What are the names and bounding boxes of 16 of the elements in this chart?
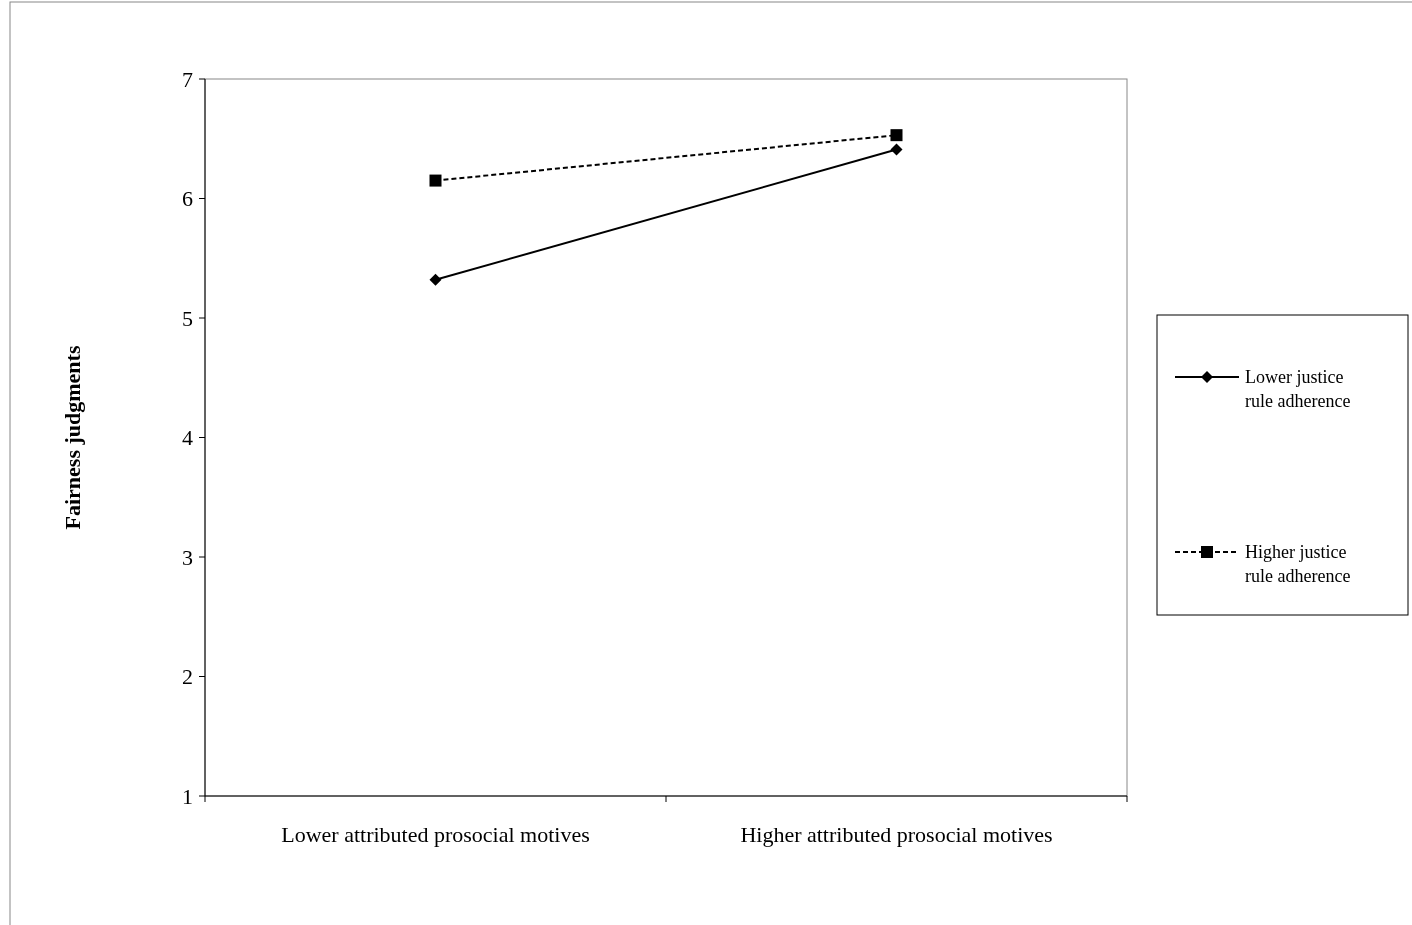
legend-label: Higher justice rule adherence <box>1245 542 1351 586</box>
y-tick-label: 4 <box>182 425 193 451</box>
point <box>890 143 903 156</box>
y-tick-label: 5 <box>182 305 193 331</box>
legend-label: Lower justice rule adherence <box>1245 367 1351 411</box>
y-tick-label: 7 <box>182 66 193 92</box>
y-tick-label: 1 <box>182 783 193 809</box>
point <box>429 174 442 187</box>
point <box>890 129 903 142</box>
x-tick-label: Higher attributed prosocial motives <box>740 822 1053 847</box>
y-tick-label: 6 <box>182 186 193 212</box>
point <box>429 273 442 286</box>
y-tick-label: 2 <box>182 664 193 690</box>
x-tick-label: Lower attributed prosocial motives <box>281 822 590 847</box>
y-axis-title: Fairness judgments <box>60 345 85 530</box>
y-tick-label: 3 <box>182 544 193 570</box>
